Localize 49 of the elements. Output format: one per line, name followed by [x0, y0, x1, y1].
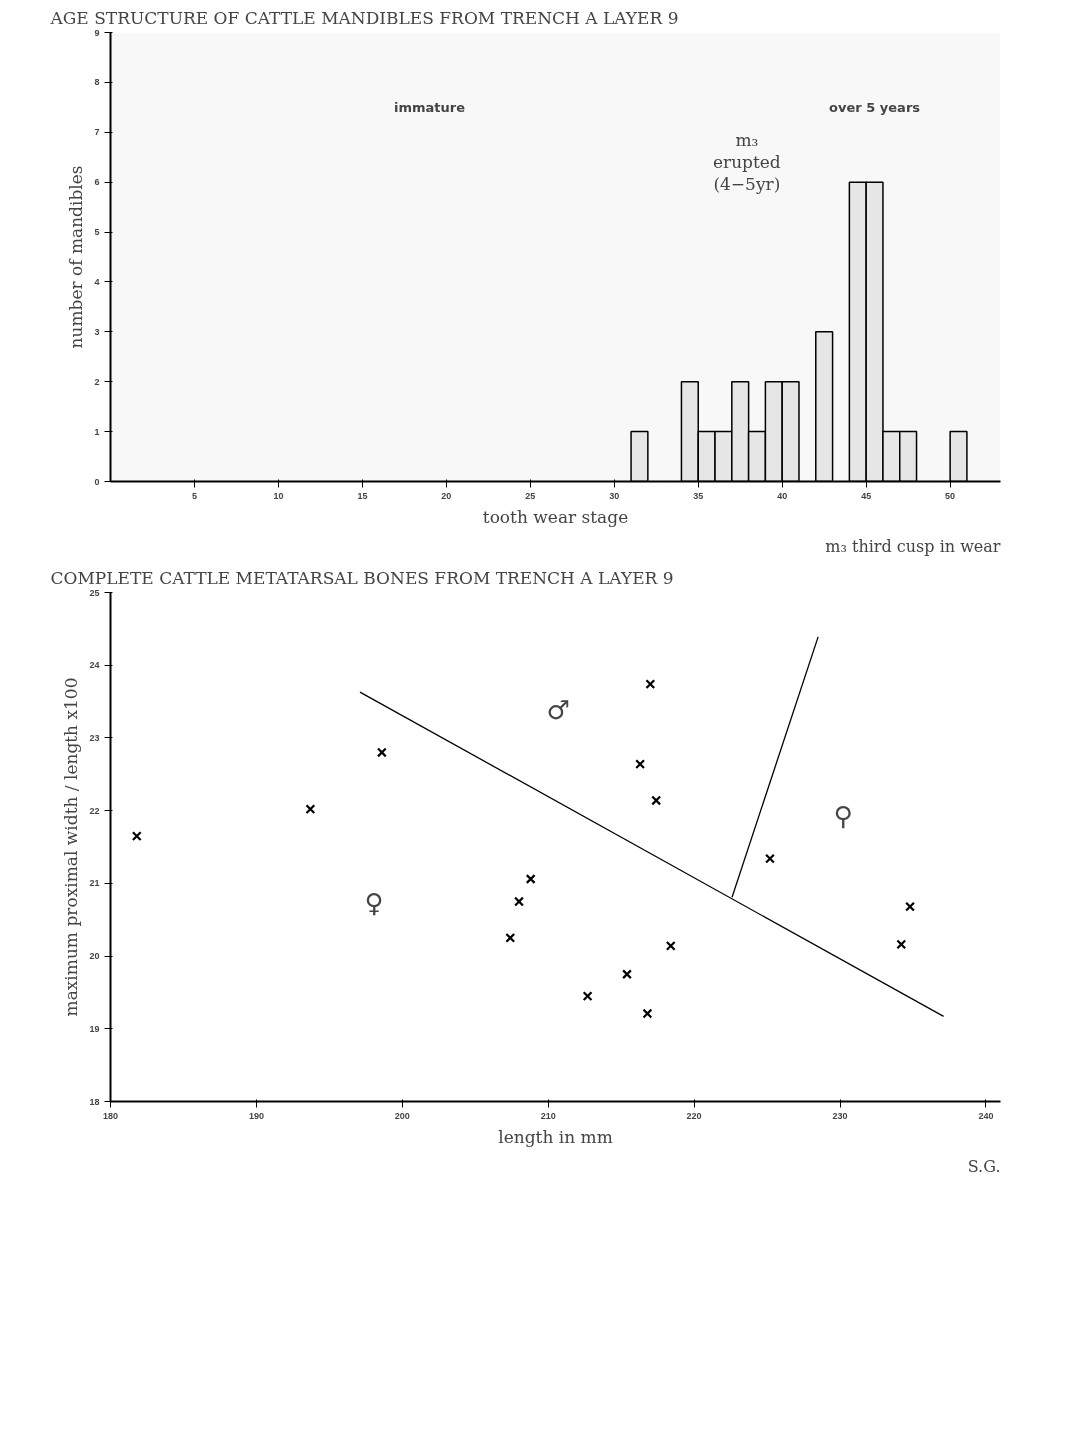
x-tick-label: 230 — [832, 1110, 848, 1121]
y-tick-label: 19 — [89, 1023, 100, 1034]
y-axis-title: maximum proximal width / length x100 — [61, 677, 82, 1017]
y-tick-label: 9 — [94, 27, 100, 38]
text: m₃ third cusp in wear — [825, 536, 1001, 556]
y-axis-title: number of mandibles — [66, 165, 87, 349]
y-tick-label: 25 — [89, 587, 100, 598]
x-tick-label: 180 — [102, 1110, 119, 1121]
y-tick-label: 22 — [89, 805, 100, 816]
y-tick-label: 2 — [94, 376, 100, 387]
x-tick-label: 30 — [609, 490, 620, 501]
y-tick-label: 18 — [89, 1096, 100, 1107]
annotation: ♀ — [364, 887, 384, 918]
y-tick-label: 1 — [94, 426, 100, 437]
y-tick-label: 3 — [94, 326, 100, 337]
annotation: ♂ — [546, 694, 570, 725]
y-tick-label: 8 — [94, 77, 100, 88]
x-tick-label: 40 — [777, 490, 788, 501]
y-tick-label: 0 — [94, 476, 100, 487]
x-tick-label: 50 — [945, 490, 956, 501]
band-label: over 5 years — [829, 99, 921, 115]
y-tick-label: 6 — [94, 177, 100, 188]
x-axis-title: tooth wear stage — [482, 506, 629, 527]
x-tick-label: 190 — [248, 1110, 264, 1121]
x-tick-label: 35 — [693, 490, 704, 501]
x-tick-label: 20 — [441, 490, 452, 501]
x-tick-label: 210 — [540, 1110, 556, 1121]
y-tick-label: 23 — [89, 732, 100, 743]
band-label: immature — [394, 99, 466, 115]
y-tick-label: 21 — [89, 878, 100, 889]
x-axis-title: length in mm — [498, 1126, 613, 1147]
x-tick-label: 220 — [686, 1110, 702, 1121]
chart-title: AGE STRUCTURE OF CATTLE MANDIBLES FROM TRENCH A LAYER 9 — [49, 7, 679, 28]
annotation: ⚲ — [833, 801, 853, 832]
x-tick-label: 45 — [861, 490, 872, 501]
x-tick-label: 15 — [357, 490, 368, 501]
y-tick-label: 24 — [89, 660, 100, 671]
y-tick-label: 20 — [89, 951, 100, 962]
y-tick-label: 5 — [94, 227, 100, 238]
x-tick-label: 200 — [394, 1110, 410, 1121]
y-tick-label: 4 — [94, 276, 100, 287]
x-tick-label: 240 — [978, 1110, 994, 1121]
y-tick-label: 7 — [94, 127, 100, 138]
x-tick-label: 10 — [273, 490, 284, 501]
x-tick-label: 25 — [525, 490, 536, 501]
chart-title: COMPLETE CATTLE METATARSAL BONES FROM TRENCH A LAYER 9 — [50, 567, 674, 588]
x-tick-label: 5 — [191, 490, 197, 501]
annotation: m₃ erupted (4−5yr) — [712, 130, 781, 195]
text: S.G. — [967, 1156, 1001, 1176]
